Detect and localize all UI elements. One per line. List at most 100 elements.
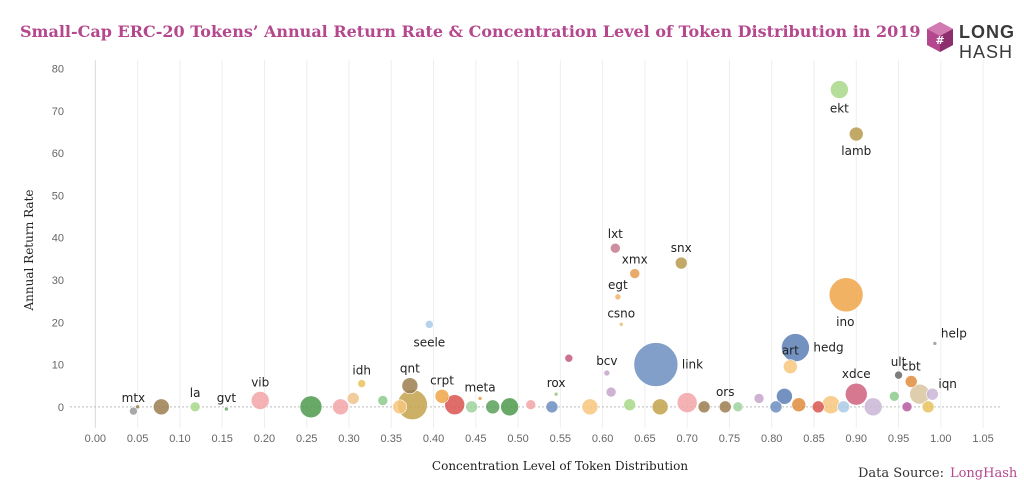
data-point[interactable] — [500, 397, 519, 417]
data-point[interactable] — [618, 322, 624, 327]
data-point[interactable] — [674, 256, 688, 270]
data-point[interactable] — [633, 342, 679, 387]
x-tick-label: 0.00 — [85, 433, 106, 445]
data-point[interactable] — [444, 394, 465, 416]
y-tick-label: 20 — [52, 317, 64, 329]
y-tick-label: 70 — [52, 106, 64, 118]
data-point[interactable] — [250, 391, 270, 410]
data-point[interactable] — [610, 242, 621, 254]
data-point[interactable] — [605, 386, 617, 398]
data-point[interactable] — [299, 395, 323, 419]
data-point[interactable] — [525, 399, 537, 411]
data-point[interactable] — [889, 390, 900, 402]
data-point[interactable] — [623, 398, 636, 412]
svg-text:#: # — [935, 34, 944, 47]
data-point[interactable] — [926, 387, 939, 401]
data-point[interactable] — [357, 379, 366, 388]
x-axis-label: Concentration Level of Token Distributio… — [432, 459, 688, 473]
point-labels: ekt lamb ino lxt xmx snx egt csno seele link hedga… — [122, 102, 967, 405]
point-label: help — [941, 326, 967, 340]
data-point[interactable] — [629, 268, 641, 279]
point-label: crpt — [430, 373, 454, 387]
data-point[interactable] — [346, 392, 360, 405]
data-point[interactable] — [425, 320, 434, 329]
point-label: snx — [671, 241, 692, 255]
y-tick-label: 10 — [52, 360, 64, 372]
cube-logo-icon: # — [927, 22, 953, 52]
point-label: bcv — [596, 354, 617, 368]
data-point[interactable] — [377, 395, 389, 406]
data-point[interactable] — [614, 293, 622, 301]
data-point[interactable] — [465, 400, 478, 414]
longhash-logo: # LONG HASH — [925, 20, 1015, 64]
x-tick-label: 0.95 — [888, 433, 909, 445]
y-tick-label: 40 — [52, 233, 64, 245]
data-point[interactable] — [564, 353, 574, 363]
data-point[interactable] — [434, 388, 450, 404]
y-tick-label: 80 — [52, 63, 64, 75]
data-point[interactable] — [894, 370, 903, 380]
chart-title: Small-Cap ERC-20 Tokens’ Annual Return R… — [20, 22, 921, 41]
point-label: csno — [607, 306, 635, 320]
data-point[interactable] — [153, 398, 170, 416]
point-label: ino — [836, 315, 854, 329]
x-tick-label: 0.15 — [211, 433, 232, 445]
data-point[interactable] — [932, 341, 938, 346]
logo-text-long: LONG — [959, 22, 1015, 42]
data-point[interactable] — [485, 399, 501, 415]
data-point[interactable] — [828, 277, 864, 313]
data-point[interactable] — [189, 401, 201, 413]
data-point[interactable] — [811, 400, 825, 414]
data-point[interactable] — [545, 400, 559, 414]
point-label: lamb — [841, 144, 871, 158]
scatter-points — [129, 80, 939, 421]
data-point[interactable] — [753, 393, 765, 404]
data-point[interactable] — [135, 404, 140, 410]
data-point[interactable] — [921, 400, 935, 414]
data-point[interactable] — [791, 397, 807, 413]
logo-text-hash: HASH — [959, 42, 1014, 62]
data-point[interactable] — [553, 391, 559, 397]
data-point[interactable] — [477, 396, 483, 401]
source-name: LongHash — [949, 466, 1018, 481]
data-point[interactable] — [392, 399, 408, 415]
data-point[interactable] — [401, 377, 419, 395]
x-tick-label: 0.35 — [381, 433, 402, 445]
data-point[interactable] — [332, 398, 349, 416]
x-tick-label: 0.20 — [254, 433, 275, 445]
data-point[interactable] — [581, 398, 599, 416]
data-point[interactable] — [837, 400, 850, 414]
data-point[interactable] — [904, 375, 918, 388]
data-point[interactable] — [769, 400, 783, 414]
data-point[interactable] — [718, 400, 732, 414]
data-point[interactable] — [844, 382, 868, 406]
point-label: hedg — [813, 341, 843, 355]
data-point[interactable] — [901, 401, 913, 413]
x-tick-label: 0.60 — [592, 433, 613, 445]
x-tick-label: 0.25 — [296, 433, 317, 445]
y-tick-label: 0 — [58, 402, 64, 414]
data-point[interactable] — [224, 406, 229, 412]
data-point[interactable] — [732, 401, 744, 413]
data-point[interactable] — [848, 126, 864, 142]
data-point[interactable] — [676, 392, 698, 413]
data-point[interactable] — [697, 400, 711, 414]
x-tick-label: 0.10 — [169, 433, 190, 445]
data-point[interactable] — [603, 369, 611, 377]
x-tick-label: 0.05 — [127, 433, 148, 445]
data-point[interactable] — [830, 80, 849, 99]
point-label: ult — [891, 355, 907, 369]
point-label: meta — [464, 380, 495, 394]
data-point[interactable] — [651, 398, 669, 416]
data-point[interactable] — [821, 395, 841, 415]
data-point[interactable] — [863, 397, 883, 417]
data-point[interactable] — [776, 387, 793, 405]
point-label: seele — [413, 335, 445, 349]
point-label: gvt — [217, 391, 237, 405]
data-point[interactable] — [783, 359, 798, 374]
gridlines — [94, 60, 984, 428]
point-label: xmx — [622, 253, 648, 267]
data-point[interactable] — [129, 406, 138, 416]
point-label: qnt — [400, 362, 420, 376]
